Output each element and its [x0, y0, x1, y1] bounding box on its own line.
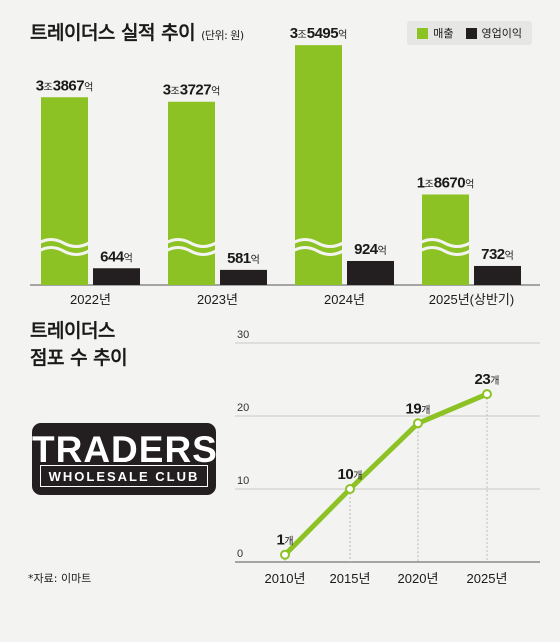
- data-point: [345, 484, 355, 494]
- profit-value-label: 924억: [354, 241, 387, 258]
- x-tick-label: 2015년: [330, 571, 371, 586]
- store-count-label: 1개: [276, 532, 293, 549]
- axis-break-mark: [165, 238, 217, 248]
- legend-label-sales: 매출: [433, 27, 454, 40]
- axis-break-mark: [38, 246, 90, 256]
- y-tick-label: 0: [237, 548, 243, 560]
- x-tick-label: 2025년: [467, 571, 508, 586]
- store-count-label: 19개: [406, 400, 431, 417]
- bar-chart-unit: (단위: 원): [201, 29, 244, 42]
- axis-break-mark: [38, 238, 90, 248]
- sales-value-label: 3조3867억: [36, 77, 94, 94]
- bar-chart: 3조3867억 644억 2022년 3조3727억 581억 2023년 3조5495억 9…: [30, 25, 540, 307]
- y-tick-label: 10: [237, 475, 249, 487]
- legend-item-sales: 매출: [417, 25, 454, 41]
- profit-bar: [347, 260, 394, 285]
- bar-category-label: 2023년: [197, 292, 238, 307]
- data-point: [482, 389, 492, 400]
- store-count-label: 23개: [475, 371, 500, 388]
- legend-item-profit: 영업이익: [465, 25, 522, 41]
- bar-chart-title: 트레이더스 실적 추이 (단위: 원): [30, 22, 244, 44]
- legend-swatch-profit: [465, 27, 477, 39]
- axis-break-mark: [292, 238, 344, 248]
- sales-value-label: 3조3727억: [163, 82, 221, 99]
- axis-break-mark: [165, 246, 217, 256]
- sales-value-label: 1조8670억: [417, 174, 475, 191]
- axis-break-mark: [419, 238, 471, 248]
- bar-category-label: 2025년(상반기): [429, 292, 514, 307]
- axis-break-mark: [292, 246, 344, 256]
- profit-bar: [220, 269, 267, 285]
- data-point: [280, 549, 290, 560]
- y-tick-label: 20: [237, 402, 249, 414]
- axis-break-mark: [419, 246, 471, 256]
- store-count-line: [283, 391, 488, 557]
- source-note: *자료: 이마트: [28, 572, 92, 585]
- logo-sub-text: WHOLESALE CLUB: [48, 468, 200, 484]
- line-chart-title: 트레이더스 점포 수 추이: [30, 318, 128, 372]
- logo-sub-box: WHOLESALE CLUB: [40, 465, 208, 487]
- profit-bar: [93, 268, 140, 285]
- profit-value-label: 732억: [481, 246, 514, 263]
- bar-category-label: 2022년: [70, 292, 111, 307]
- data-point: [413, 418, 423, 429]
- line-chart-title-line-2: 점포 수 추이: [30, 347, 128, 369]
- legend: 매출 영업이익: [407, 21, 532, 45]
- profit-bar: [474, 265, 521, 285]
- sales-value-label: 3조5495억: [290, 25, 348, 42]
- traders-logo: TRADERS WHOLESALE CLUB: [32, 423, 218, 495]
- logo-main-text: TRADERS: [32, 429, 218, 470]
- x-tick-label: 2020년: [398, 571, 439, 586]
- line-chart-title-line-1: 트레이더스: [30, 320, 115, 342]
- y-tick-label: 30: [237, 329, 249, 341]
- profit-value-label: 644억: [100, 248, 133, 265]
- x-tick-label: 2010년: [265, 571, 306, 586]
- store-count-label: 10개: [338, 466, 363, 483]
- bar-category-label: 2024년: [324, 292, 365, 307]
- legend-label-profit: 영업이익: [481, 27, 522, 40]
- legend-swatch-sales: [417, 27, 429, 39]
- profit-value-label: 581억: [227, 250, 260, 267]
